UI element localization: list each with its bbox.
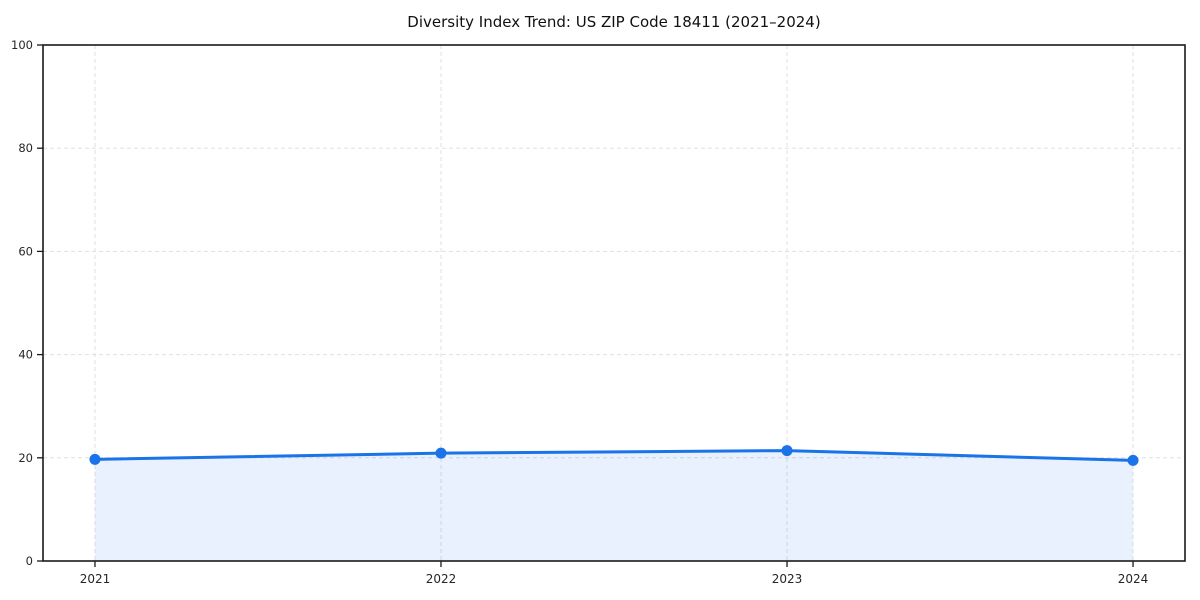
data-point-marker bbox=[435, 447, 447, 459]
x-tick-label: 2024 bbox=[1118, 572, 1149, 586]
data-point-marker bbox=[781, 445, 793, 457]
data-point-marker bbox=[89, 453, 101, 465]
y-tick-label: 80 bbox=[18, 141, 33, 155]
chart-title: Diversity Index Trend: US ZIP Code 18411… bbox=[407, 13, 821, 31]
x-tick-label: 2022 bbox=[426, 572, 457, 586]
y-tick-label: 60 bbox=[18, 244, 33, 258]
y-tick-label: 0 bbox=[26, 554, 33, 568]
y-tick-label: 40 bbox=[18, 348, 33, 362]
area-fill bbox=[94, 450, 1134, 561]
plot-frame bbox=[42, 44, 1186, 562]
trend-line bbox=[93, 449, 1135, 462]
data-point-marker bbox=[1127, 454, 1139, 466]
x-tick-label: 2023 bbox=[772, 572, 803, 586]
y-tick-label: 100 bbox=[11, 38, 33, 52]
y-tick-label: 20 bbox=[18, 451, 33, 465]
x-tick-label: 2021 bbox=[80, 572, 111, 586]
